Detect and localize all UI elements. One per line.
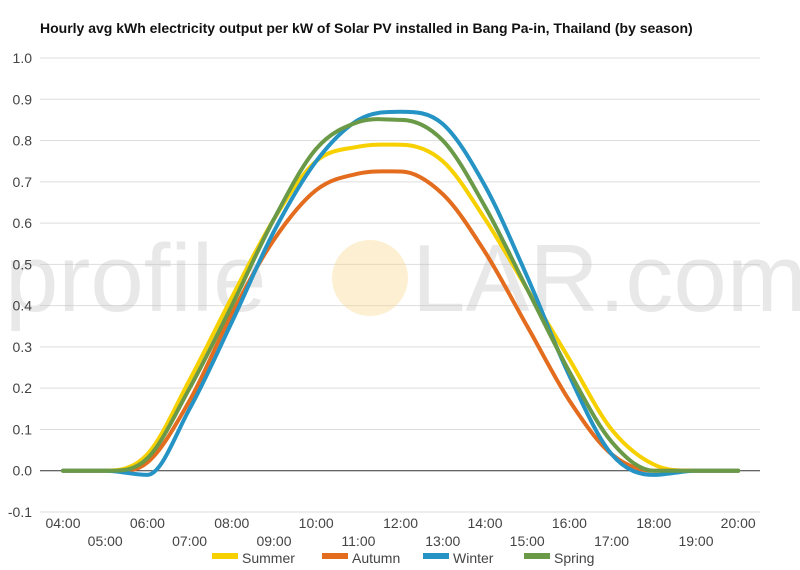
x-tick-label: 20:00 bbox=[721, 515, 756, 531]
series-lines bbox=[61, 109, 741, 477]
y-tick-label: 0.4 bbox=[13, 298, 33, 314]
legend-label: Autumn bbox=[352, 550, 400, 566]
x-tick-label: 16:00 bbox=[552, 515, 587, 531]
x-tick-label: 11:00 bbox=[341, 533, 375, 549]
y-tick-label: 0.1 bbox=[13, 421, 33, 437]
legend-label: Spring bbox=[554, 550, 594, 566]
legend-label: Summer bbox=[242, 550, 295, 566]
x-tick-label: 17:00 bbox=[594, 533, 629, 549]
x-tick-label: 09:00 bbox=[256, 533, 291, 549]
y-tick-label: 0.9 bbox=[13, 91, 33, 107]
x-tick-label: 18:00 bbox=[636, 515, 671, 531]
watermark: profile LAR.com bbox=[5, 225, 800, 332]
series-line-spring bbox=[61, 117, 741, 473]
y-tick-label: 1.0 bbox=[13, 50, 33, 66]
y-tick-label: 0.5 bbox=[13, 256, 33, 272]
y-tick-label: 0.2 bbox=[13, 380, 33, 396]
legend-swatch-spring bbox=[524, 553, 550, 559]
y-tick-label: 0.0 bbox=[13, 463, 33, 479]
legend-swatch-autumn bbox=[322, 553, 348, 559]
y-tick-label: 0.6 bbox=[13, 215, 33, 231]
x-tick-label: 19:00 bbox=[678, 533, 713, 549]
x-tick-label: 07:00 bbox=[172, 533, 207, 549]
x-tick-label: 10:00 bbox=[299, 515, 334, 531]
y-tick-label: 0.7 bbox=[13, 174, 33, 190]
x-axis-tick-labels: 04:00 05:00 06:00 07:00 08:00 09:00 10:00 11:00… bbox=[45, 515, 755, 549]
x-tick-label: 12:00 bbox=[383, 515, 418, 531]
series-line-winter bbox=[61, 109, 741, 477]
x-tick-label: 04:00 bbox=[45, 515, 80, 531]
chart-title: Hourly avg kWh electricity output per kW… bbox=[40, 20, 693, 36]
y-tick-label: 0.3 bbox=[13, 339, 33, 355]
y-axis-tick-labels: -0.1 0.0 0.1 0.2 0.3 0.4 0.5 0.6 0.7 0.8 0.9 1.0 bbox=[8, 50, 32, 520]
x-tick-label: 08:00 bbox=[214, 515, 249, 531]
y-tick-label: 0.8 bbox=[13, 133, 33, 149]
x-tick-label: 05:00 bbox=[88, 533, 123, 549]
legend-label: Winter bbox=[453, 550, 494, 566]
x-tick-label: 15:00 bbox=[510, 533, 545, 549]
gridlines bbox=[40, 57, 760, 513]
series-line-summer bbox=[61, 142, 741, 473]
watermark-sun-icon bbox=[332, 240, 408, 316]
x-tick-label: 14:00 bbox=[467, 515, 502, 531]
legend-swatch-summer bbox=[212, 553, 238, 559]
legend-swatch-winter bbox=[423, 553, 449, 559]
legend: Summer Autumn Winter Spring bbox=[212, 550, 594, 566]
y-tick-label: -0.1 bbox=[8, 504, 32, 520]
x-tick-label: 06:00 bbox=[130, 515, 165, 531]
watermark-text-right: LAR.com bbox=[412, 225, 800, 332]
x-tick-label: 13:00 bbox=[425, 533, 460, 549]
